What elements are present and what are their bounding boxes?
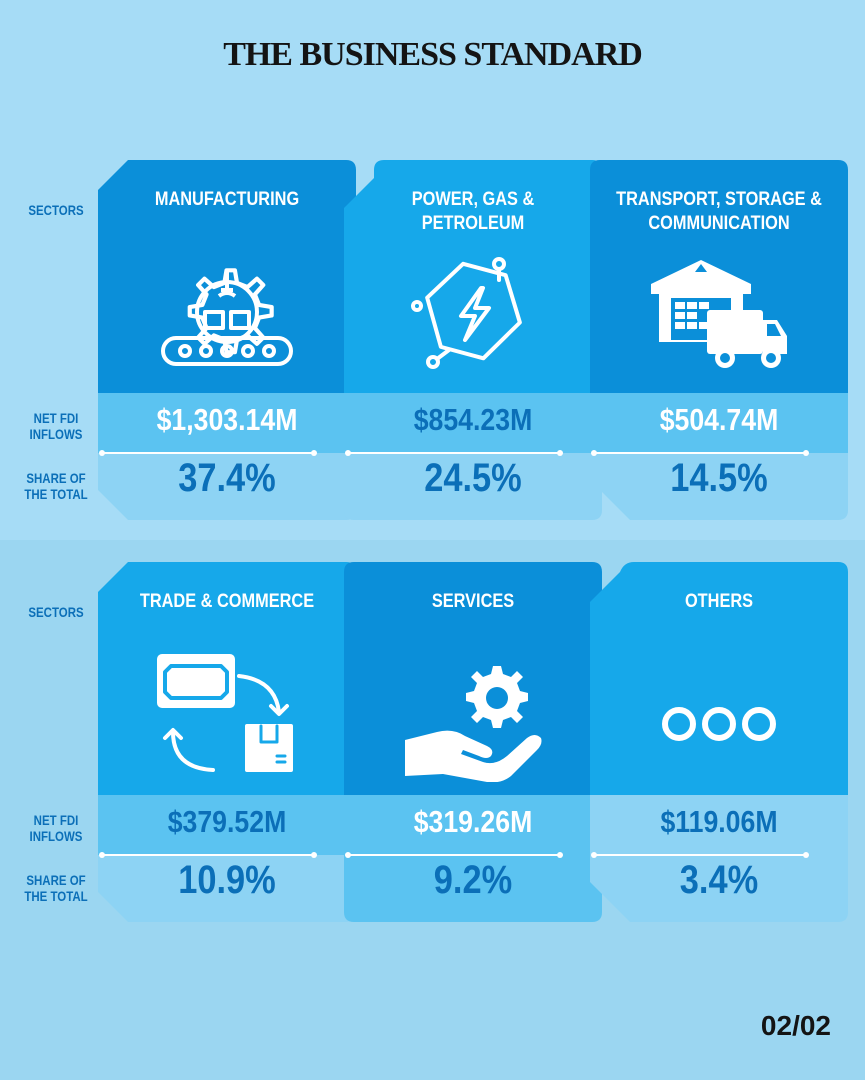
power-bolt-icon (411, 257, 522, 369)
sector-card-others: OTHERS $119.06M 3.4% (590, 562, 848, 922)
row-label-sectors: SECTORS (28, 604, 84, 620)
row-label-share: SHARE OF THE TOTAL (24, 470, 88, 502)
row-label-sectors: SECTORS (28, 202, 84, 218)
share-value: 3.4% (679, 858, 759, 902)
sector-title: TRADE & COMMERCE (139, 591, 315, 612)
row-label-net-fdi: NET FDI INFLOWS (29, 410, 83, 442)
sector-card-power-gas-petroleum: POWER, GAS & PETROLEUM $854.23M 24.5% (344, 160, 602, 520)
sector-card-trade-commerce: TRADE & COMMERCE $379.52M 10.9% (98, 562, 356, 922)
card-shape (344, 160, 602, 520)
three-circles-icon (662, 707, 776, 741)
net-fdi-value: $854.23M (413, 402, 533, 437)
share-value: 24.5% (424, 456, 522, 500)
row-label-share: SHARE OF THE TOTAL (24, 872, 88, 904)
sector-card-services: SERVICES $319.26M 9.2% (344, 562, 602, 922)
share-value: 14.5% (670, 456, 768, 500)
net-fdi-value: $1,303.14M (156, 402, 298, 437)
sector-title: TRANSPORT, STORAGE & COMMUNICATION (616, 189, 822, 234)
masthead-logo: THE BUSINESS STANDARD (223, 36, 643, 73)
net-fdi-value: $379.52M (167, 804, 287, 839)
net-fdi-value: $119.06M (660, 804, 778, 839)
sector-title: SERVICES (431, 591, 515, 612)
page-indicator: 02/02 (760, 1010, 831, 1041)
share-value: 9.2% (433, 858, 513, 902)
card-shape (590, 562, 848, 922)
hand-gear-icon (405, 666, 542, 782)
factory-gear-icon (161, 268, 293, 366)
sector-title: POWER, GAS & PETROLEUM (411, 189, 535, 234)
sector-card-manufacturing: MANUFACTURING $1,303.14M 37.4% (98, 160, 356, 520)
sector-card-transport-storage-communication: TRANSPORT, STORAGE & COMMUNICATION $504.… (590, 160, 848, 520)
sector-title: OTHERS (684, 591, 754, 612)
net-fdi-value: $319.26M (413, 804, 533, 839)
share-value: 10.9% (178, 858, 276, 902)
money-exchange-icon (157, 654, 293, 772)
share-value: 37.4% (178, 456, 276, 500)
row-label-net-fdi: NET FDI INFLOWS (29, 812, 83, 844)
sector-title: MANUFACTURING (154, 189, 300, 210)
warehouse-truck-icon (651, 260, 787, 368)
net-fdi-value: $504.74M (659, 402, 779, 437)
